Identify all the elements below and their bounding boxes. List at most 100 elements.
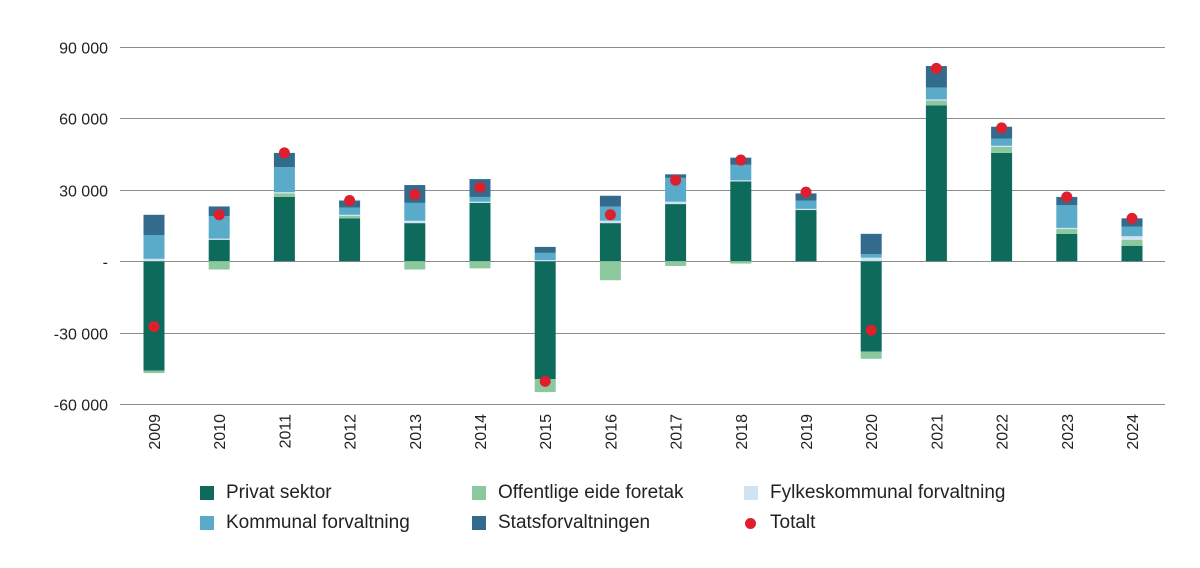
bar-segment xyxy=(860,261,882,352)
legend-dot xyxy=(745,517,756,529)
bar-segment xyxy=(925,99,947,101)
bar-segment xyxy=(795,200,817,209)
legend-item-offentlige-eide-foretak: Offentlige eide foretak xyxy=(472,482,744,504)
y-tick-label: -60 000 xyxy=(54,398,108,415)
legend-label: Totalt xyxy=(770,512,816,533)
bar-segment xyxy=(273,152,295,168)
x-tick-label: 2013 xyxy=(408,414,425,450)
bar-segment xyxy=(208,261,230,270)
bar-segment xyxy=(925,105,947,262)
bar-segment xyxy=(404,220,426,224)
x-tick-label: 2024 xyxy=(1125,414,1142,450)
bar-segment xyxy=(665,204,687,262)
bar-segment xyxy=(599,261,621,281)
bar-segment xyxy=(143,258,165,262)
legend-swatch xyxy=(472,486,486,500)
x-tick-label: 2022 xyxy=(995,414,1012,450)
bar-segment xyxy=(339,207,361,215)
bar-segment xyxy=(404,202,426,221)
bar-segment xyxy=(469,261,491,269)
bar-segment xyxy=(273,196,295,262)
x-tick-label: 2021 xyxy=(929,414,946,450)
total-point xyxy=(930,62,942,74)
x-tick-label: 2009 xyxy=(147,414,164,450)
bar-segment xyxy=(925,87,947,100)
total-point xyxy=(278,147,290,159)
x-tick-label: 2017 xyxy=(669,414,686,450)
bar-segment xyxy=(1056,229,1078,234)
legend-label: Offentlige eide foretak xyxy=(498,482,684,503)
y-axis-ticks: 90 000 60 000 30 000 - -30 000 -60 000 xyxy=(54,41,108,415)
bar-segment xyxy=(534,246,556,253)
bar-segment xyxy=(143,370,165,374)
total-point xyxy=(1061,191,1073,203)
x-tick-label: 2016 xyxy=(603,414,620,450)
x-tick-label: 2010 xyxy=(212,414,229,450)
total-point xyxy=(735,154,747,166)
bar-segment xyxy=(534,252,556,261)
x-tick-label: 2015 xyxy=(538,414,555,450)
total-point xyxy=(865,324,877,336)
bar-segment xyxy=(469,196,491,202)
bar-segment xyxy=(860,351,882,359)
bar-segment xyxy=(1056,205,1078,228)
x-tick-label: 2012 xyxy=(343,414,360,450)
total-point xyxy=(604,209,616,221)
legend-label: Fylkeskommunal forvaltning xyxy=(770,482,1006,503)
bar-segment xyxy=(925,66,947,88)
x-axis-ticks: 2009 2010 2011 2012 2013 2014 2015 2016 2017 2018… xyxy=(147,414,1142,450)
bar-segment xyxy=(730,181,752,262)
bar-segment xyxy=(404,261,426,270)
legend-label: Statsforvaltningen xyxy=(498,512,651,533)
bar-segment xyxy=(991,138,1013,146)
bars xyxy=(143,66,1143,393)
bar-segment xyxy=(1056,227,1078,230)
x-tick-label: 2018 xyxy=(734,414,751,450)
total-point xyxy=(800,186,812,198)
bar-segment xyxy=(273,193,295,197)
bar-segment xyxy=(599,220,621,224)
bar-segment xyxy=(795,208,817,211)
bar-segment xyxy=(143,235,165,259)
total-markers xyxy=(148,62,1138,387)
bar-segment xyxy=(534,261,556,380)
bar-segment xyxy=(860,254,882,258)
bar-segment xyxy=(534,260,556,262)
legend-item-privat-sektor: Privat sektor xyxy=(200,482,472,504)
bar-segment xyxy=(1121,236,1143,240)
bar-segment xyxy=(339,218,361,262)
y-tick-label: 30 000 xyxy=(59,184,108,201)
legend-item-statsforvaltningen: Statsforvaltningen xyxy=(472,512,744,534)
y-tick-label: 60 000 xyxy=(59,112,108,129)
bar-segment xyxy=(208,215,230,239)
bar-segment xyxy=(143,214,165,236)
bar-segment xyxy=(208,238,230,240)
bar-segment xyxy=(1121,239,1143,246)
legend: Privat sektor Offentlige eide foretak Fy… xyxy=(200,478,1100,538)
bar-segment xyxy=(665,177,687,202)
bar-segment xyxy=(599,195,621,207)
bar-segment xyxy=(339,215,361,219)
bar-segment xyxy=(795,210,817,262)
x-tick-label: 2011 xyxy=(277,414,294,449)
x-tick-label: 2023 xyxy=(1060,414,1077,450)
bar-segment xyxy=(469,201,491,203)
bar-segment xyxy=(339,214,361,216)
bar-segment xyxy=(860,257,882,262)
bar-segment xyxy=(469,202,491,262)
legend-swatch xyxy=(744,486,758,500)
x-tick-label: 2014 xyxy=(473,414,490,450)
y-tick-label: - xyxy=(103,255,108,272)
bar-segment xyxy=(273,167,295,193)
total-point xyxy=(539,375,551,387)
legend-item-fylkeskommunal-forvaltning: Fylkeskommunal forvaltning xyxy=(744,482,1005,504)
bar-segment xyxy=(273,192,295,194)
total-point xyxy=(474,181,486,193)
legend-swatch xyxy=(200,486,214,500)
total-point xyxy=(344,195,356,207)
bar-segment xyxy=(860,233,882,255)
total-point xyxy=(409,189,421,201)
bar-segment xyxy=(730,261,752,264)
bar-segment xyxy=(730,180,752,182)
